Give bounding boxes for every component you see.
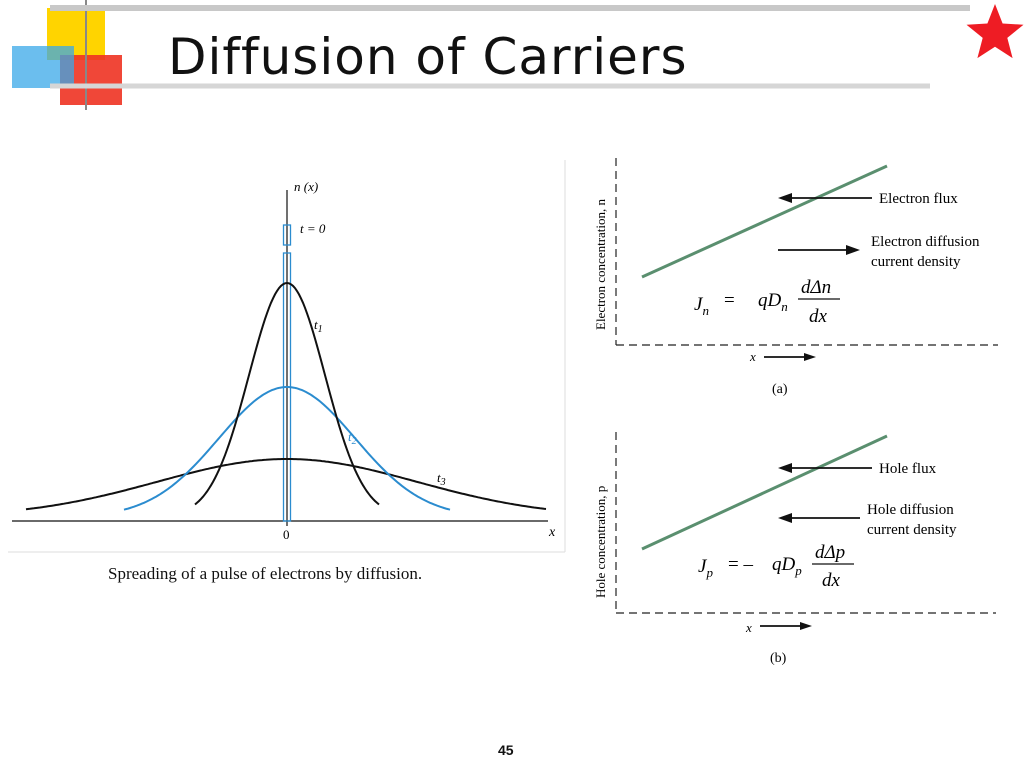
a-concentration-line xyxy=(641,164,888,279)
slide-title: Diffusion of Carriers xyxy=(168,28,688,86)
curve-t2 xyxy=(123,386,451,511)
b-equation: Jp = – qDp dΔp dx xyxy=(698,542,854,591)
origin-label: 0 xyxy=(283,527,290,542)
electron-diffusion-figure: Electron concentration, n Electron flux … xyxy=(593,158,998,397)
impulse-t0-top xyxy=(282,224,292,246)
a-flux-label: Electron flux xyxy=(879,191,958,207)
a-equation: Jn = qDn dΔn dx xyxy=(694,277,840,327)
b-concentration-line xyxy=(641,434,888,551)
curve-t1 xyxy=(194,281,380,506)
label-t1: t1 xyxy=(314,317,323,335)
pulse-diffusion-figure: n (x) x 0 t = 0 t1 t2 t3 xyxy=(8,160,566,553)
hole-diffusion-figure: Hole concentration, p Hole flux Hole dif… xyxy=(593,432,996,666)
deco-blue-square xyxy=(12,46,74,88)
svg-text:dΔp: dΔp xyxy=(815,542,845,563)
a-x-arrow-head xyxy=(804,353,816,361)
a-flux-arrow-head xyxy=(778,193,792,203)
b-current-label-1: Hole diffusion xyxy=(867,502,954,518)
label-t3: t3 xyxy=(437,470,446,488)
y-axis-label: n (x) xyxy=(294,179,318,194)
svg-text:Jn: Jn xyxy=(694,294,709,318)
svg-text:Jp: Jp xyxy=(698,556,713,580)
a-x-label: x xyxy=(749,349,756,364)
svg-text:qDn: qDn xyxy=(758,290,788,314)
b-caption: (b) xyxy=(770,651,787,666)
slide-decoration xyxy=(12,0,1024,110)
page-number: 45 xyxy=(498,742,514,758)
x-axis-label: x xyxy=(548,525,556,540)
b-flux-label: Hole flux xyxy=(879,461,937,477)
svg-text:=: = xyxy=(724,290,735,311)
b-x-arrow-head xyxy=(800,622,812,630)
svg-text:= –: = – xyxy=(728,554,753,575)
a-y-axis-label: Electron concentration, n xyxy=(593,198,608,330)
pulse-figure-caption: Spreading of a pulse of electrons by dif… xyxy=(108,564,423,583)
a-current-label-2: current density xyxy=(871,254,961,270)
b-x-label: x xyxy=(745,620,752,635)
b-flux-arrow-head xyxy=(778,463,792,473)
svg-text:dx: dx xyxy=(809,306,828,327)
a-caption: (a) xyxy=(772,382,788,397)
b-current-arrow-head xyxy=(778,513,792,523)
curve-t3 xyxy=(25,458,547,511)
b-current-label-2: current density xyxy=(867,522,957,538)
svg-text:qDp: qDp xyxy=(772,554,802,578)
svg-text:dΔn: dΔn xyxy=(801,277,831,298)
label-t0: t = 0 xyxy=(300,221,326,236)
label-t2: t2 xyxy=(348,429,357,447)
svg-text:dx: dx xyxy=(822,570,841,591)
a-current-label-1: Electron diffusion xyxy=(871,234,980,250)
red-star-icon xyxy=(966,4,1024,59)
b-y-axis-label: Hole concentration, p xyxy=(593,486,608,598)
a-current-arrow-head xyxy=(846,245,860,255)
